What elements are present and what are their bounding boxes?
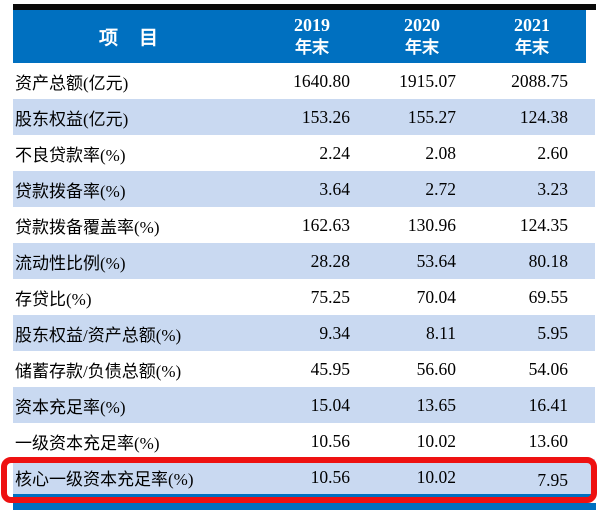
row-value-2020: 10.02 — [416, 430, 456, 451]
top-border-bar — [13, 4, 596, 10]
row-value-2019: 3.64 — [319, 178, 350, 199]
table-row: 贷款拨备率(%) 3.64 2.72 3.23 — [13, 171, 595, 207]
row-value-2021: 13.60 — [528, 430, 568, 451]
row-value-2020: 8.11 — [426, 322, 456, 343]
row-value-2019: 15.04 — [310, 394, 350, 415]
row-value-2021: 2.60 — [537, 142, 568, 163]
row-label: 流动性比例(%) — [15, 253, 126, 273]
table-body: 资产总额(亿元) 1640.80 1915.07 2088.75 股东权益(亿元… — [13, 63, 595, 495]
table-header-row: 项 目 2019 年末 2020 年末 2021 年末 — [13, 10, 586, 63]
row-value-2021: 54.06 — [528, 358, 568, 379]
row-value-2020: 130.96 — [407, 214, 456, 235]
table-row: 股东权益(亿元) 153.26 155.27 124.38 — [13, 99, 595, 135]
row-label: 存贷比(%) — [15, 289, 92, 309]
table-row: 核心一级资本充足率(%) 10.56 10.02 7.95 — [13, 459, 595, 495]
row-value-2021: 2088.75 — [511, 70, 568, 91]
row-value-2019: 1640.80 — [293, 70, 350, 91]
row-value-2019: 75.25 — [310, 286, 350, 307]
row-value-2019: 10.56 — [310, 466, 350, 487]
row-value-2019: 10.56 — [310, 430, 350, 451]
row-label: 贷款拨备率(%) — [15, 181, 126, 201]
table-row: 资产总额(亿元) 1640.80 1915.07 2088.75 — [13, 63, 595, 99]
row-value-2021: 5.95 — [537, 322, 568, 343]
row-value-2019: 28.28 — [310, 250, 350, 271]
row-value-2019: 45.95 — [310, 358, 350, 379]
row-label: 一级资本充足率(%) — [15, 433, 160, 453]
header-year-number: 2019 — [294, 15, 330, 36]
header-item-column-label: 项 目 — [98, 28, 160, 49]
header-year-suffix: 年末 — [405, 38, 439, 58]
row-value-2019: 9.34 — [319, 322, 350, 343]
header-year-number: 2020 — [404, 15, 440, 36]
row-value-2020: 70.04 — [416, 286, 456, 307]
row-label: 股东权益/资产总额(%) — [15, 325, 182, 345]
table-row: 股东权益/资产总额(%) 9.34 8.11 5.95 — [13, 315, 595, 351]
row-label: 股东权益(亿元) — [15, 109, 129, 129]
row-value-2020: 2.72 — [425, 178, 456, 199]
row-value-2021: 3.23 — [537, 178, 568, 199]
table-row: 不良贷款率(%) 2.24 2.08 2.60 — [13, 135, 595, 171]
header-year-suffix: 年末 — [295, 38, 329, 58]
row-value-2020: 56.60 — [416, 358, 456, 379]
row-value-2021: 69.55 — [528, 286, 568, 307]
highlight-annotation-box — [1, 457, 597, 503]
table-row: 资本充足率(%) 15.04 13.65 16.41 — [13, 387, 595, 423]
table-row: 储蓄存款/负债总额(%) 45.95 56.60 54.06 — [13, 351, 595, 387]
row-value-2020: 155.27 — [407, 106, 456, 127]
row-label: 不良贷款率(%) — [15, 145, 126, 165]
table-row: 流动性比例(%) 28.28 53.64 80.18 — [13, 243, 595, 279]
row-label: 资产总额(亿元) — [15, 73, 129, 93]
header-year-number: 2021 — [514, 15, 550, 36]
table-row: 贷款拨备覆盖率(%) 162.63 130.96 124.35 — [13, 207, 595, 243]
header-year-column: 2021 年末 — [514, 10, 550, 63]
row-label: 资本充足率(%) — [15, 397, 126, 417]
row-value-2020: 13.65 — [416, 394, 456, 415]
row-value-2021: 16.41 — [528, 394, 568, 415]
row-value-2019: 162.63 — [301, 214, 350, 235]
row-label: 核心一级资本充足率(%) — [15, 469, 194, 489]
header-year-column: 2019 年末 — [294, 10, 330, 63]
row-value-2020: 53.64 — [416, 250, 456, 271]
row-value-2021: 80.18 — [528, 250, 568, 271]
row-value-2019: 153.26 — [301, 106, 350, 127]
row-value-2021: 124.35 — [519, 214, 568, 235]
table-bottom-bar — [13, 503, 596, 510]
row-value-2021: 124.38 — [519, 106, 568, 127]
table-row: 存贷比(%) 75.25 70.04 69.55 — [13, 279, 595, 315]
header-year-column: 2020 年末 — [404, 10, 440, 63]
row-value-2021: 7.95 — [537, 469, 568, 490]
row-label: 储蓄存款/负债总额(%) — [15, 361, 182, 381]
row-label: 贷款拨备覆盖率(%) — [15, 217, 160, 237]
table-bottom-rule — [13, 494, 595, 498]
row-value-2020: 1915.07 — [399, 70, 456, 91]
table-row: 一级资本充足率(%) 10.56 10.02 13.60 — [13, 423, 595, 459]
row-value-2019: 2.24 — [319, 142, 350, 163]
header-year-suffix: 年末 — [515, 38, 549, 58]
row-value-2020: 10.02 — [416, 466, 456, 487]
row-value-2020: 2.08 — [425, 142, 456, 163]
